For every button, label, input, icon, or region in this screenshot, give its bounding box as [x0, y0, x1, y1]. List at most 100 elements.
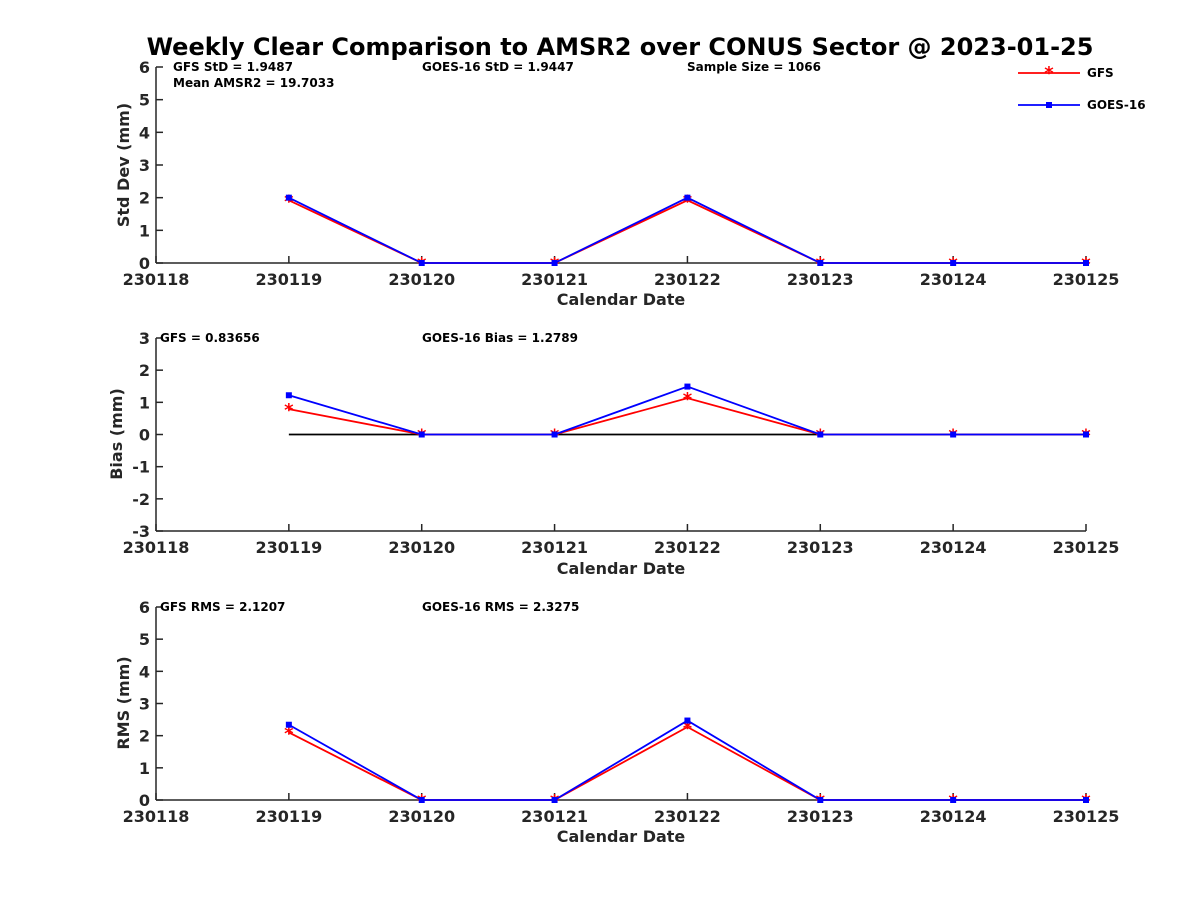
panel-stddev-ytick-label: 1: [139, 221, 150, 240]
panel-stddev-sample-size: Sample Size = 1066: [687, 60, 821, 74]
panel-bias: -3 -2 -1 0 1 2 3 230118 230119 230120 230121 23012…: [107, 329, 1119, 578]
panel-rms-goes16-point: [551, 797, 558, 803]
panel-stddev-ylabel: Std Dev (mm): [114, 103, 133, 227]
panel-stddev-goes16-point: [285, 194, 292, 201]
panel-bias-xtick-label: 230125: [1053, 538, 1120, 557]
panel-bias-ytick-label: 1: [139, 393, 150, 412]
panel-rms-goes16-point: [684, 717, 691, 724]
panel-bias-xticks: 230118 230119 230120 230121 230122 230123 2301…: [123, 524, 1120, 557]
panel-bias-xtick-label: 230121: [521, 538, 588, 557]
panel-rms-xticks: 230118 230119 230120 230121 230122 230123 2301…: [123, 793, 1120, 826]
chart-title: Weekly Clear Comparison to AMSR2 over CO…: [147, 33, 1094, 61]
panel-bias-goes16-point: [1083, 431, 1089, 438]
panel-stddev-ytick-label: 2: [139, 189, 150, 208]
panel-stddev-ytick-label: 4: [139, 123, 150, 142]
panel-bias-goes16-point: [684, 383, 691, 390]
panel-bias-plot: *******: [155, 338, 1091, 532]
panel-rms-plot: *******: [155, 607, 1091, 812]
panel-rms-goes16-point: [1083, 797, 1089, 803]
panel-bias-gfs: GFS = 0.83656: [160, 331, 260, 345]
panel-stddev-xtick-label: 230125: [1053, 270, 1120, 289]
panel-rms-xtick-label: 230125: [1053, 807, 1120, 826]
panel-stddev-goes16-point: [418, 260, 425, 266]
legend-goes16-marker: [1046, 102, 1052, 108]
panel-bias-goes16-point: [950, 431, 957, 438]
panel-stddev-xtick-label: 230120: [388, 270, 455, 289]
panel-stddev-xtick-label: 230122: [654, 270, 721, 289]
panel-stddev-goes16-std: GOES-16 StD = 1.9447: [422, 60, 574, 74]
panel-bias-ytick-label: 3: [139, 329, 150, 348]
panel-bias-xlabel: Calendar Date: [557, 559, 686, 578]
panel-rms-ytick-label: 4: [139, 662, 150, 681]
panel-rms-xtick-label: 230122: [654, 807, 721, 826]
panel-bias-goes16-point: [817, 431, 824, 438]
panel-rms-xtick-label: 230124: [920, 807, 987, 826]
panel-bias-ylabel: Bias (mm): [107, 388, 126, 480]
panel-bias-goes16-point: [551, 431, 558, 438]
panel-rms-ylabel: RMS (mm): [114, 656, 133, 749]
panel-rms-xtick-label: 230118: [123, 807, 190, 826]
panel-stddev-goes16-point: [1083, 260, 1089, 266]
panel-stddev-xticks: 230118 230119 230120 230121 230122 230123 2301…: [123, 256, 1120, 289]
panel-rms-goes16-point: [950, 797, 957, 803]
panel-rms-goes16-point: [285, 721, 292, 728]
panel-stddev-ytick-label: 0: [139, 254, 150, 273]
panel-bias-yticks: -3 -2 -1 0 1 2 3: [132, 329, 163, 541]
panel-bias-gfs-point: *: [683, 389, 693, 410]
panel-rms-ytick-label: 1: [139, 759, 150, 778]
panel-bias-ytick-label: -1: [132, 458, 150, 477]
panel-rms-xtick-label: 230123: [787, 807, 854, 826]
panel-stddev-xtick-label: 230119: [255, 270, 322, 289]
panel-rms-ytick-label: 5: [139, 630, 150, 649]
panel-rms-xtick-label: 230121: [521, 807, 588, 826]
panel-rms-goes16: GOES-16 RMS = 2.3275: [422, 600, 579, 614]
panel-rms-ytick-label: 0: [139, 791, 150, 810]
panel-stddev-goes16-point: [817, 260, 824, 266]
panel-rms-ytick-label: 3: [139, 695, 150, 714]
panel-stddev-yticks: 0 1 2 3 4 5 6: [139, 58, 163, 273]
panel-bias-goes16-point: [285, 392, 292, 399]
legend: * GFS GOES-16: [1018, 63, 1146, 112]
panel-bias-ytick-label: -2: [132, 490, 150, 509]
legend-gfs-marker: *: [1044, 63, 1054, 84]
panel-bias-goes16: GOES-16 Bias = 1.2789: [422, 331, 578, 345]
panel-stddev-goes16-point: [950, 260, 957, 266]
panel-bias-xtick-label: 230120: [388, 538, 455, 557]
panel-rms-xlabel: Calendar Date: [557, 827, 686, 846]
panel-rms-ytick-label: 2: [139, 727, 150, 746]
panel-rms-xtick-label: 230119: [255, 807, 322, 826]
panel-bias-gfs-point: *: [284, 400, 294, 421]
panel-rms-goes16-point: [418, 797, 425, 803]
panel-stddev-plot: *******: [155, 67, 1091, 275]
panel-bias-ytick-label: 2: [139, 361, 150, 380]
panel-stddev-ytick-label: 3: [139, 156, 150, 175]
panel-rms-gfs: GFS RMS = 2.1207: [160, 600, 285, 614]
panel-rms-goes16-point: [817, 797, 824, 803]
panel-bias-ytick-label: 0: [139, 426, 150, 445]
panel-stddev-gfs-std: GFS StD = 1.9487: [173, 60, 293, 74]
panel-rms-xtick-label: 230120: [388, 807, 455, 826]
panel-stddev-xlabel: Calendar Date: [557, 290, 686, 309]
panel-stddev-ytick-label: 5: [139, 91, 150, 110]
panel-rms-ytick-label: 6: [139, 598, 150, 617]
panel-stddev-ytick-label: 6: [139, 58, 150, 77]
panel-bias-ytick-label: -3: [132, 522, 150, 541]
legend-gfs-label: GFS: [1087, 66, 1114, 80]
panel-bias-goes16-point: [418, 431, 425, 438]
panel-bias-xtick-label: 230119: [255, 538, 322, 557]
panel-bias-xtick-label: 230122: [654, 538, 721, 557]
panel-stddev-xtick-label: 230121: [521, 270, 588, 289]
panel-rms-gfs-point: *: [284, 723, 294, 744]
panel-stddev-xtick-label: 230118: [123, 270, 190, 289]
panel-bias-xtick-label: 230124: [920, 538, 987, 557]
panel-stddev-goes16-point: [551, 260, 558, 266]
panel-stddev-xtick-label: 230123: [787, 270, 854, 289]
panel-stddev-goes16-point: [684, 194, 691, 201]
panel-stddev-gfs-point: *: [683, 191, 693, 212]
panel-bias-xtick-label: 230118: [123, 538, 190, 557]
panel-stddev-gfs-point: *: [284, 191, 294, 212]
